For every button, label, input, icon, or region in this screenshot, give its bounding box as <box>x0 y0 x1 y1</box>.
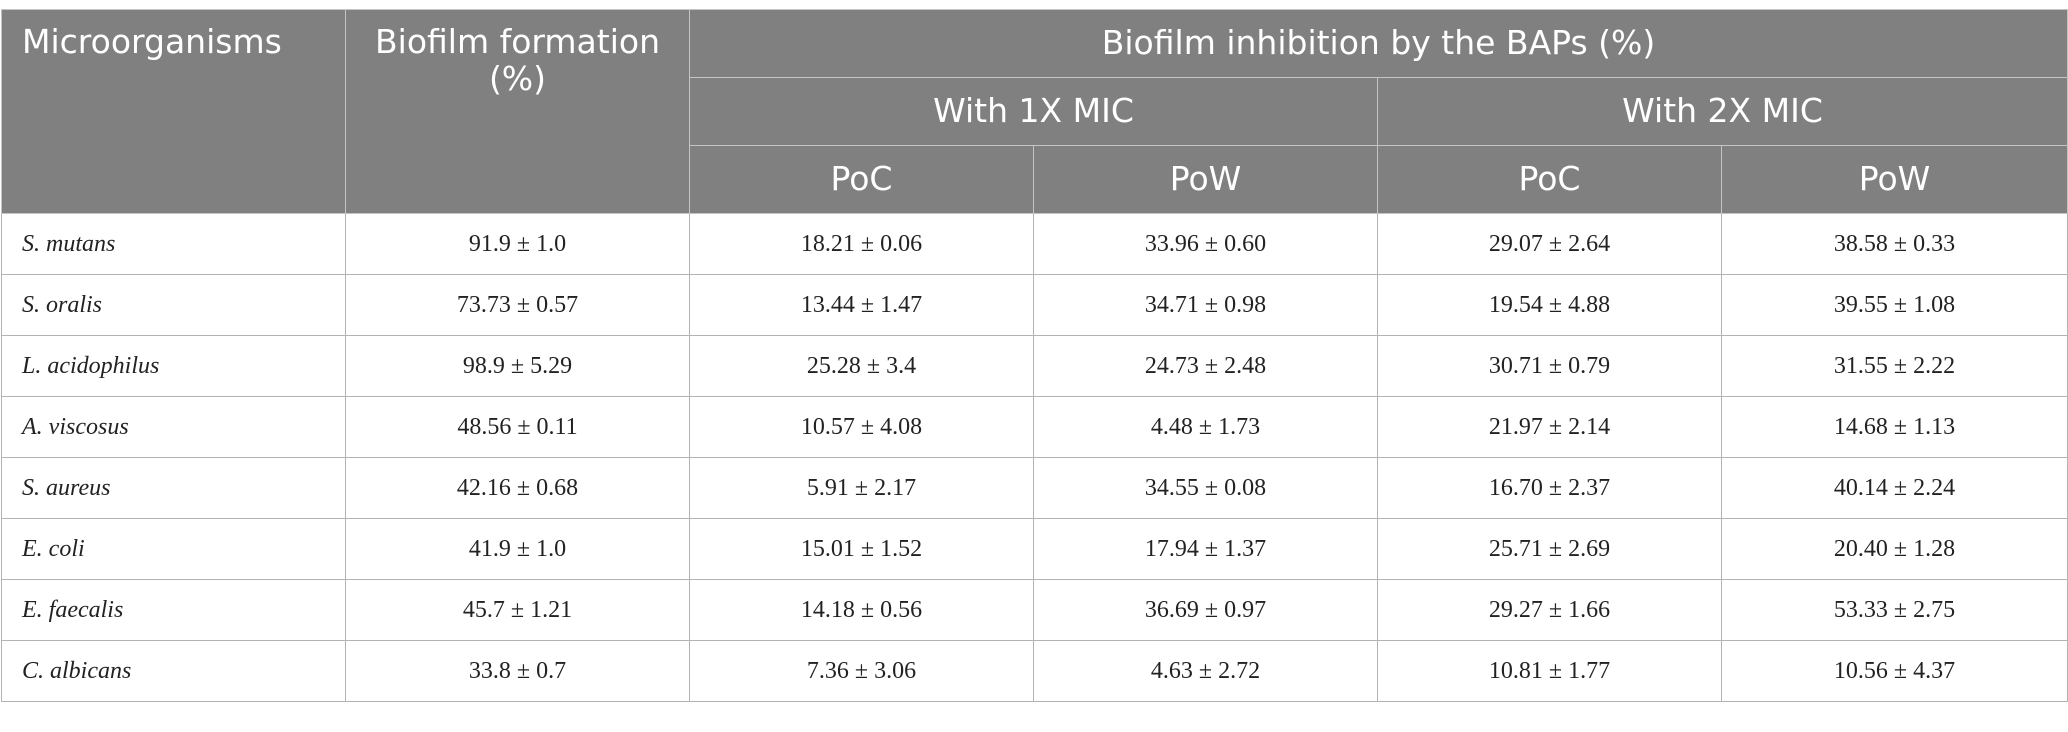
table-row: A. viscosus 48.56 ± 0.11 10.57 ± 4.08 4.… <box>1 396 2068 458</box>
table-body: S. mutans 91.9 ± 1.0 18.21 ± 0.06 33.96 … <box>1 213 2068 702</box>
organism-cell: E. coli <box>1 518 346 580</box>
formation-cell: 45.7 ± 1.21 <box>345 579 690 641</box>
table-row: S. mutans 91.9 ± 1.0 18.21 ± 0.06 33.96 … <box>1 213 2068 275</box>
table-row: S. aureus 42.16 ± 0.68 5.91 ± 2.17 34.55… <box>1 457 2068 519</box>
organism-cell: A. viscosus <box>1 396 346 458</box>
poc-2x-cell: 16.70 ± 2.37 <box>1377 457 1722 519</box>
pow-1x-cell: 34.55 ± 0.08 <box>1033 457 1378 519</box>
header-biofilm-inhibition: Biofilm inhibition by the BAPs (%) <box>688 9 2068 78</box>
formation-cell: 98.9 ± 5.29 <box>345 335 690 397</box>
organism-cell: L. acidophilus <box>1 335 346 397</box>
table-row: S. oralis 73.73 ± 0.57 13.44 ± 1.47 34.7… <box>1 274 2068 336</box>
formation-cell: 73.73 ± 0.57 <box>345 274 690 336</box>
formation-cell: 41.9 ± 1.0 <box>345 518 690 580</box>
poc-1x-cell: 7.36 ± 3.06 <box>689 640 1034 702</box>
header-row-1: Microorganisms Biofilm formation (%) Bio… <box>1 9 2068 214</box>
poc-2x-cell: 10.81 ± 1.77 <box>1377 640 1722 702</box>
pow-1x-cell: 24.73 ± 2.48 <box>1033 335 1378 397</box>
pow-2x-cell: 38.58 ± 0.33 <box>1720 213 2068 275</box>
table-row: E. faecalis 45.7 ± 1.21 14.18 ± 0.56 36.… <box>1 579 2068 641</box>
organism-cell: E. faecalis <box>1 579 346 641</box>
poc-2x-cell: 29.27 ± 1.66 <box>1377 579 1722 641</box>
organism-cell: S. mutans <box>1 213 346 275</box>
pow-1x-cell: 33.96 ± 0.60 <box>1033 213 1378 275</box>
poc-1x-cell: 14.18 ± 0.56 <box>689 579 1034 641</box>
poc-2x-cell: 25.71 ± 2.69 <box>1377 518 1722 580</box>
pow-2x-cell: 39.55 ± 1.08 <box>1720 274 2068 336</box>
header-mic-1x: With 1X MIC <box>689 77 1378 146</box>
header-mic-2x: With 2X MIC <box>1376 77 2068 146</box>
poc-1x-cell: 13.44 ± 1.47 <box>689 274 1034 336</box>
poc-1x-cell: 15.01 ± 1.52 <box>689 518 1034 580</box>
poc-2x-cell: 30.71 ± 0.79 <box>1377 335 1722 397</box>
header-biofilm-formation: Biofilm formation (%) <box>345 9 690 214</box>
pow-2x-cell: 40.14 ± 2.24 <box>1720 457 2068 519</box>
pow-2x-cell: 31.55 ± 2.22 <box>1720 335 2068 397</box>
poc-1x-cell: 10.57 ± 4.08 <box>689 396 1034 458</box>
poc-1x-cell: 5.91 ± 2.17 <box>689 457 1034 519</box>
organism-cell: S. aureus <box>1 457 346 519</box>
header-poc-1x: PoC <box>689 145 1034 214</box>
pow-2x-cell: 14.68 ± 1.13 <box>1720 396 2068 458</box>
header-microorganisms: Microorganisms <box>1 9 346 214</box>
pow-2x-cell: 20.40 ± 1.28 <box>1720 518 2068 580</box>
header-row-3: PoC PoW PoC PoW <box>2 145 2068 214</box>
header-pow-1x: PoW <box>1033 145 1378 214</box>
pow-1x-cell: 4.48 ± 1.73 <box>1033 396 1378 458</box>
poc-1x-cell: 25.28 ± 3.4 <box>689 335 1034 397</box>
organism-cell: S. oralis <box>1 274 346 336</box>
poc-1x-cell: 18.21 ± 0.06 <box>689 213 1034 275</box>
pow-1x-cell: 4.63 ± 2.72 <box>1033 640 1378 702</box>
formation-cell: 91.9 ± 1.0 <box>345 213 690 275</box>
header-poc-2x: PoC <box>1377 145 1722 214</box>
poc-2x-cell: 21.97 ± 2.14 <box>1377 396 1722 458</box>
poc-2x-cell: 29.07 ± 2.64 <box>1377 213 1722 275</box>
poc-2x-cell: 19.54 ± 4.88 <box>1377 274 1722 336</box>
table-row: L. acidophilus 98.9 ± 5.29 25.28 ± 3.4 2… <box>1 335 2068 397</box>
header-row-2: With 1X MIC With 2X MIC <box>2 77 2068 146</box>
table-row: C. albicans 33.8 ± 0.7 7.36 ± 3.06 4.63 … <box>1 640 2068 702</box>
table-header: Microorganisms Biofilm formation (%) Bio… <box>1 9 2068 214</box>
formation-cell: 33.8 ± 0.7 <box>345 640 690 702</box>
formation-cell: 42.16 ± 0.68 <box>345 457 690 519</box>
biofilm-table: Microorganisms Biofilm formation (%) Bio… <box>1 9 2068 702</box>
pow-2x-cell: 10.56 ± 4.37 <box>1720 640 2068 702</box>
pow-2x-cell: 53.33 ± 2.75 <box>1720 579 2068 641</box>
pow-1x-cell: 34.71 ± 0.98 <box>1033 274 1378 336</box>
organism-cell: C. albicans <box>1 640 346 702</box>
header-pow-2x: PoW <box>1720 145 2068 214</box>
table-row: E. coli 41.9 ± 1.0 15.01 ± 1.52 17.94 ± … <box>1 518 2068 580</box>
formation-cell: 48.56 ± 0.11 <box>345 396 690 458</box>
pow-1x-cell: 36.69 ± 0.97 <box>1033 579 1378 641</box>
pow-1x-cell: 17.94 ± 1.37 <box>1033 518 1378 580</box>
